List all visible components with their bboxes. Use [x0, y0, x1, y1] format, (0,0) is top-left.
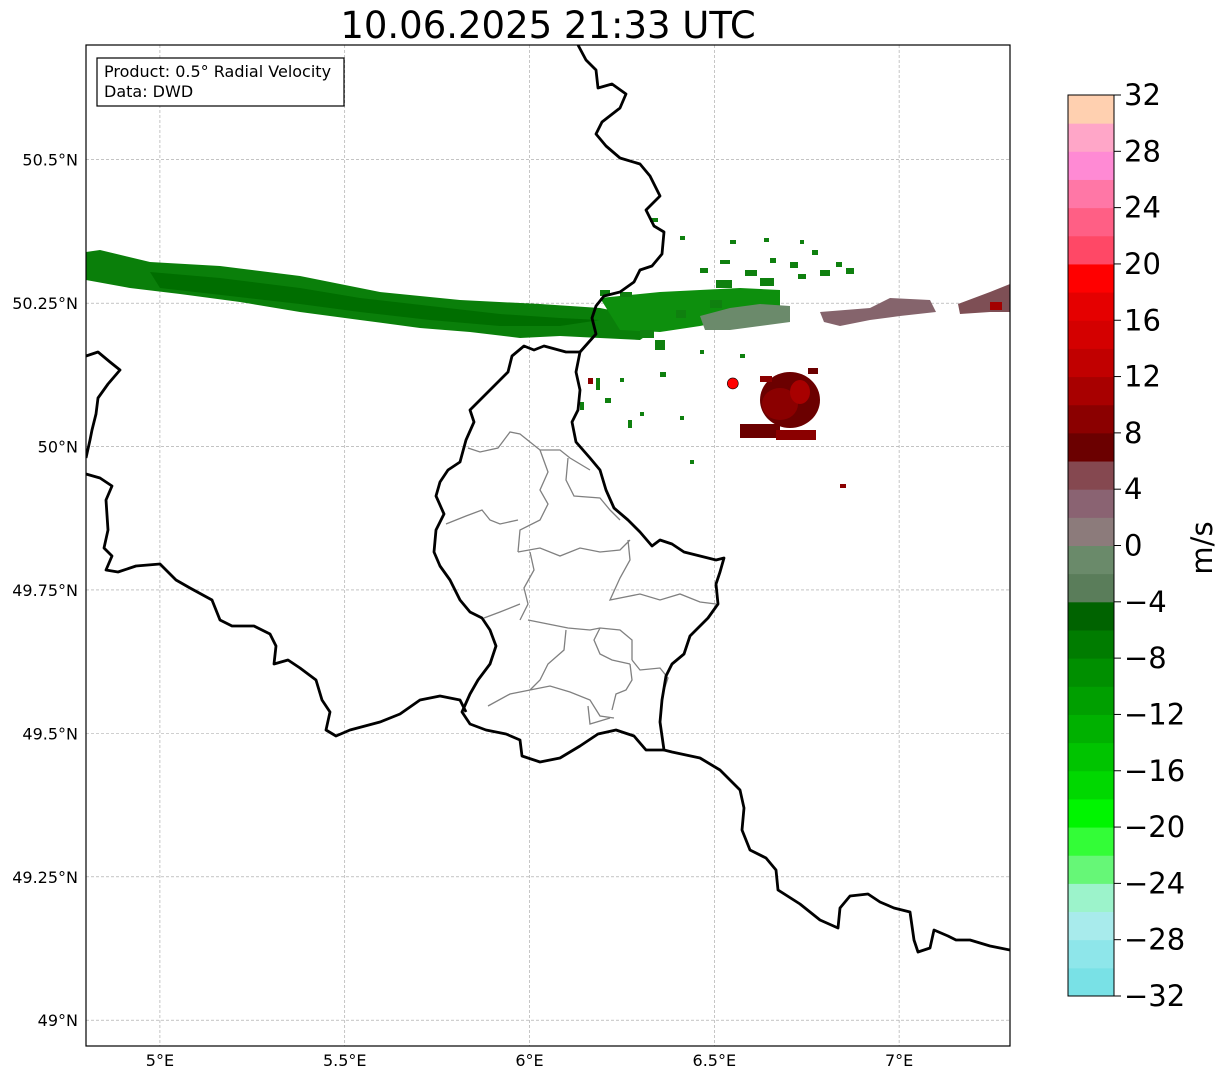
- colorbar-segment: [1068, 883, 1114, 913]
- colorbar-tick-label: 4: [1124, 472, 1142, 506]
- colorbar-segment: [1068, 123, 1114, 152]
- lon-tick-label: 5°E: [146, 1051, 174, 1070]
- colorbar: 32 28 24 20 16 12 8 4 0 −4 −8 −12 −16 −20 −24 −28 −32: [1067, 78, 1185, 1013]
- colorbar-segment: [1068, 911, 1114, 941]
- colorbar-tick-label: −8: [1124, 641, 1167, 675]
- colorbar-tick-label: −16: [1124, 754, 1185, 788]
- colorbar-tick-label: −4: [1124, 585, 1167, 619]
- colorbar-tick-label: 0: [1124, 529, 1142, 563]
- colorbar-tick-label: 20: [1124, 247, 1161, 281]
- axis-tick-labels: 5°E 5.5°E 6°E 6.5°E 7°E 50.5°N 50.25°N 50°N 49.7…: [12, 151, 913, 1070]
- colorbar-segment: [1068, 95, 1114, 124]
- echo-band-green-mid: [600, 288, 780, 332]
- colorbar-segment: [1068, 376, 1114, 406]
- lat-tick-label: 49.75°N: [12, 581, 78, 600]
- colorbar-segment: [1068, 179, 1114, 209]
- colorbar-tick-label: 32: [1124, 78, 1161, 112]
- colorbar-segment: [1068, 827, 1114, 856]
- colorbar-segment: [1068, 320, 1114, 349]
- colorbar-segment: [1068, 601, 1114, 631]
- colorbar-segment: [1068, 742, 1114, 772]
- colorbar-segment: [1068, 461, 1114, 490]
- colorbar-unit-label: m/s: [1185, 521, 1219, 574]
- lon-tick-label: 5.5°E: [323, 1051, 367, 1070]
- colorbar-segment: [1068, 714, 1114, 744]
- map-frame: [85, 44, 1011, 1047]
- echo-band-brown-east: [820, 298, 936, 326]
- info-product: Product: 0.5° Radial Velocity: [104, 62, 331, 81]
- lat-tick-label: 50.5°N: [22, 151, 78, 170]
- colorbar-tick-label: −12: [1124, 697, 1185, 731]
- colorbar-segment: [1068, 798, 1114, 828]
- colorbar-segment: [1068, 545, 1114, 575]
- colorbar-segment: [1068, 629, 1114, 659]
- lat-tick-label: 50°N: [38, 438, 78, 457]
- colorbar-tick-label: 24: [1124, 191, 1161, 225]
- colorbar-segment: [1068, 292, 1114, 321]
- colorbar-segment: [1068, 939, 1114, 969]
- national-borders: [86, 45, 1010, 954]
- echo-red-cluster: [588, 368, 846, 488]
- lat-tick-label: 49.5°N: [22, 724, 78, 743]
- map-title: 10.06.2025 21:33 UTC: [340, 4, 756, 47]
- colorbar-segment: [1068, 489, 1114, 518]
- map-area: [86, 45, 1010, 1046]
- colorbar-tick-label: 8: [1124, 416, 1142, 450]
- colorbar-segment: [1068, 686, 1114, 715]
- country-borders: [86, 45, 1010, 954]
- colorbar-segment: [1068, 348, 1114, 378]
- colorbar-segment: [1068, 573, 1114, 603]
- echo-band-green-inner: [150, 272, 600, 326]
- lon-tick-label: 6°E: [515, 1051, 543, 1070]
- colorbar-segment: [1068, 404, 1114, 434]
- radar-echoes: [86, 218, 1010, 488]
- lat-tick-label: 50.25°N: [12, 294, 78, 313]
- colorbar-segment: [1068, 967, 1114, 997]
- colorbar-segment: [1068, 207, 1114, 237]
- colorbar-segment: [1068, 855, 1114, 884]
- colorbar-segment: [1068, 770, 1114, 800]
- lat-tick-label: 49.25°N: [12, 868, 78, 887]
- colorbar-segment: [1068, 517, 1114, 546]
- echo-near-zero: [700, 304, 790, 330]
- colorbar-segment: [1068, 432, 1114, 462]
- lon-tick-label: 7°E: [885, 1051, 913, 1070]
- gridlines: [86, 45, 1010, 1046]
- echo-red-edge: [990, 302, 1002, 310]
- colorbar-tick-label: −20: [1124, 810, 1185, 844]
- canton-borders: [445, 431, 717, 725]
- colorbar-segment: [1068, 658, 1114, 687]
- colorbar-tick-label: −24: [1124, 866, 1185, 900]
- echo-green-specks: [580, 218, 854, 464]
- lon-tick-label: 6.5°E: [693, 1051, 737, 1070]
- colorbar-tick-label: 28: [1124, 134, 1161, 168]
- colorbar-segment: [1068, 235, 1114, 265]
- radar-site-marker: [726, 377, 739, 390]
- colorbar-tick-label: 16: [1124, 303, 1161, 337]
- colorbar-segment: [1068, 151, 1114, 180]
- info-box: Product: 0.5° Radial Velocity Data: DWD: [96, 57, 345, 107]
- colorbar-tick-label: −28: [1124, 923, 1185, 957]
- lat-tick-label: 49°N: [38, 1011, 78, 1030]
- info-data-source: Data: DWD: [104, 82, 193, 101]
- colorbar-tick-label: 12: [1124, 360, 1161, 394]
- colorbar-segment: [1068, 263, 1114, 293]
- colorbar-tick-label: −32: [1124, 979, 1185, 1013]
